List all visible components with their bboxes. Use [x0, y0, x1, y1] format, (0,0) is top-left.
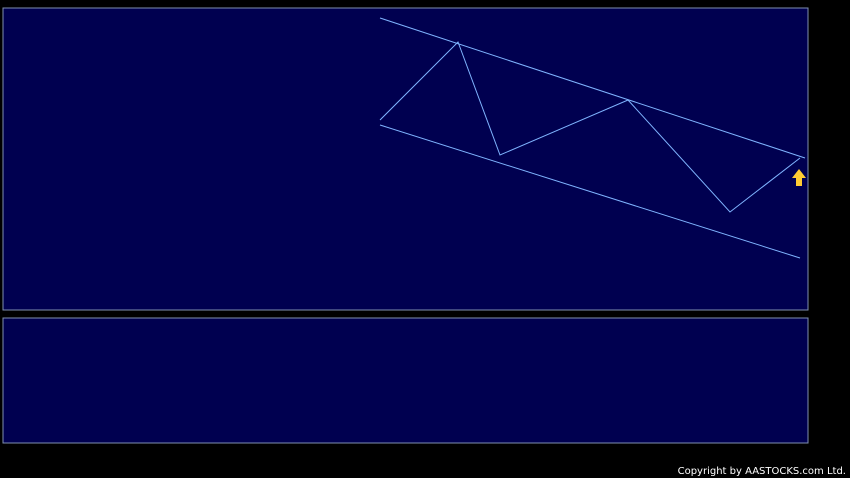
trend-lines	[379, 17, 806, 259]
volume-panel	[2, 317, 809, 444]
zigzag	[379, 41, 801, 213]
arrow-icon	[792, 169, 806, 186]
price-panel	[2, 7, 809, 311]
copyright: Copyright by AASTOCKS.com Ltd.	[678, 466, 846, 477]
channel-upper	[379, 17, 806, 159]
channel-lower	[379, 124, 801, 259]
